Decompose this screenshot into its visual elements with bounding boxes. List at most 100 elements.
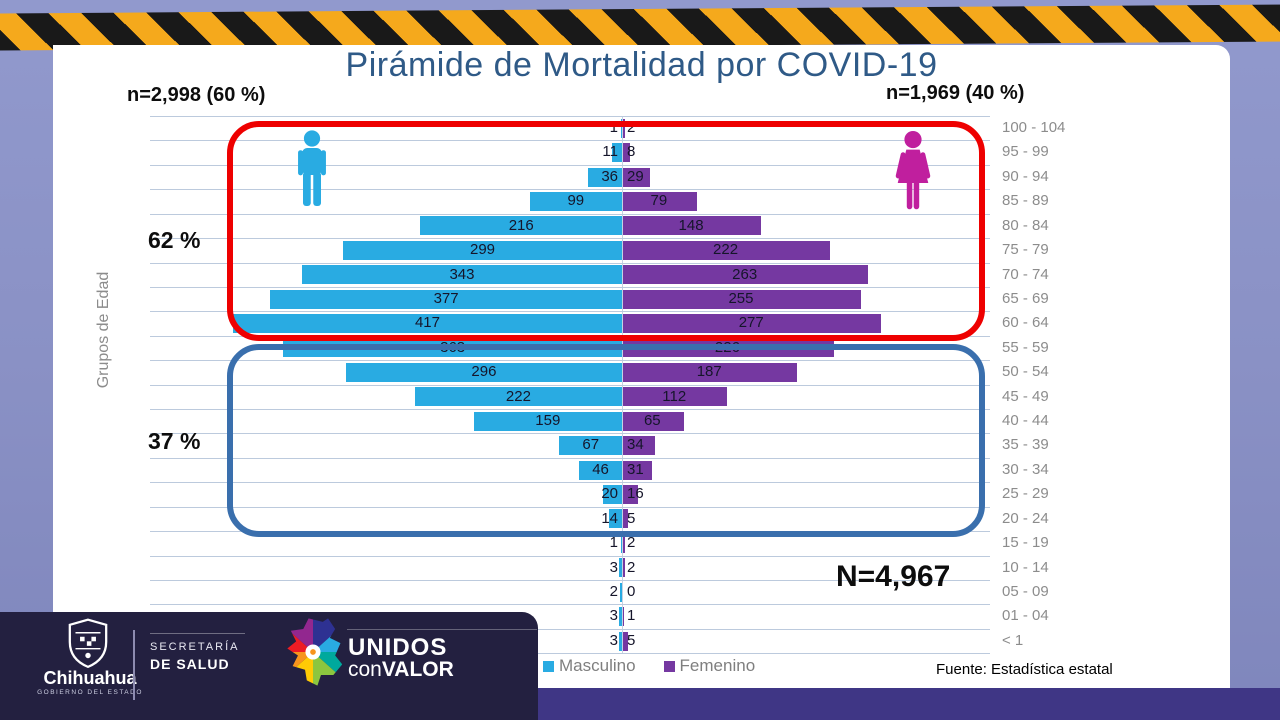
age-group-label: 55 - 59: [1002, 338, 1049, 356]
pyramid-bar-female: [623, 216, 762, 236]
pyramid-bar-male: [603, 485, 622, 504]
pyramid-bar-male: [608, 509, 622, 529]
gridline: [150, 457, 990, 459]
pyramid-bar-female: [623, 509, 628, 529]
age-group-label: 45 - 49: [1002, 387, 1049, 405]
bar-value-female: 277: [738, 314, 764, 332]
gridline: [150, 335, 990, 337]
pyramid-bar-male: [619, 558, 622, 578]
source-label: Fuente: Estadística estatal: [936, 661, 1113, 678]
bar-value-male: 1: [609, 534, 618, 552]
age-group-label: 50 - 54: [1002, 363, 1049, 381]
pyramid-bar-female: [623, 362, 798, 382]
page-title: Pirámide de Mortalidad por COVID-19: [345, 46, 938, 84]
pyramid-bar-female: [623, 558, 625, 578]
age-group-label: 80 - 84: [1002, 216, 1049, 234]
bar-value-female: 2: [627, 534, 636, 552]
age-group-label: 25 - 29: [1002, 485, 1049, 503]
bar-value-male: 3: [609, 558, 618, 576]
pyramid-bar-male: [343, 240, 622, 260]
gridline: [150, 311, 990, 313]
bar-value-male: 343: [449, 265, 475, 283]
gridline: [150, 604, 990, 606]
age-group-label: < 1: [1002, 631, 1024, 649]
female-legend-label: Femenino: [679, 656, 756, 675]
bar-value-female: 8: [627, 143, 636, 161]
bar-value-male: 296: [471, 363, 497, 381]
bar-value-male: 417: [414, 314, 440, 332]
pyramid-bar-male: [232, 314, 622, 334]
gridline: [150, 409, 990, 411]
bar-value-female: 2: [627, 558, 636, 576]
pyramid-bar-male: [473, 411, 622, 431]
footer-state-name: Chihuahua: [43, 668, 137, 688]
pyramid-bar-male: [620, 582, 622, 602]
footer-divider: [133, 630, 135, 700]
bar-value-male: 2: [609, 582, 618, 600]
male-legend-label: Masculino: [559, 656, 636, 675]
pyramid-bar-female: [623, 631, 628, 651]
pyramid-bar-male: [345, 362, 622, 382]
bar-value-male: 216: [508, 216, 534, 234]
gridline: [150, 286, 990, 288]
pyramid-bar-female: [623, 607, 624, 627]
bar-value-male: 299: [469, 241, 496, 259]
y-axis-label: Grupos de Edad: [95, 271, 112, 389]
age-group-label: 65 - 69: [1002, 289, 1049, 307]
gridline: [150, 213, 990, 215]
pyramid-bar-male: [529, 191, 622, 211]
pyramid-center-axis: [622, 116, 623, 653]
age-group-label: 15 - 19: [1002, 534, 1049, 552]
footer-decor-line: [150, 633, 245, 634]
bar-value-male: 3: [609, 607, 618, 625]
upper-bracket-percent: 62 %: [148, 227, 201, 253]
bar-value-female: 34: [627, 436, 644, 454]
pyramid-bar-female: [623, 240, 831, 260]
male-legend-swatch-icon: [543, 660, 554, 672]
female-legend-swatch-icon: [663, 660, 675, 672]
age-group-label: 40 - 44: [1002, 412, 1049, 430]
bar-value-male: 46: [592, 460, 609, 478]
bar-value-female: 222: [713, 241, 739, 259]
pyramid-bar-male: [414, 387, 622, 407]
gridline: [150, 238, 990, 240]
footer-decor-line-right: [347, 629, 537, 630]
bar-value-female: 5: [627, 631, 636, 649]
brand-word-unidos: UNIDOS: [348, 634, 448, 661]
bar-value-male: 14: [601, 509, 618, 527]
brand-word-valor: VALOR: [381, 658, 454, 681]
bar-value-female: 29: [627, 167, 644, 185]
bar-value-female: 31: [627, 460, 644, 478]
age-group-label: 05 - 09: [1002, 582, 1049, 600]
gridline: [150, 555, 990, 557]
gridline: [150, 531, 990, 533]
pyramid-bar-female: [623, 167, 651, 187]
bar-value-female: 148: [678, 216, 704, 234]
pyramid-bar-female: [623, 289, 861, 309]
pyramid-bar-female: [623, 485, 638, 504]
bar-value-male: 159: [535, 412, 561, 430]
bar-value-female: 0: [627, 582, 636, 600]
bar-value-male: 36: [601, 167, 618, 185]
bar-value-male: 1: [609, 119, 618, 136]
female-total-label: n=1,969 (40 %): [886, 82, 1025, 104]
gridline: [150, 189, 990, 191]
legend-item-female: Femenino: [663, 656, 756, 676]
pyramid-bar-female: [623, 265, 869, 285]
bar-value-male: 99: [567, 192, 585, 210]
age-group-label: 60 - 64: [1002, 314, 1049, 332]
bar-value-male: 3: [609, 631, 618, 649]
bar-value-female: 226: [714, 338, 740, 356]
age-group-label: 100 - 104: [1002, 119, 1066, 136]
age-group-label: 95 - 99: [1002, 143, 1049, 161]
gridline: [150, 628, 990, 630]
bar-value-female: 2: [627, 119, 636, 136]
gridline: [150, 653, 990, 655]
age-group-label: 30 - 34: [1002, 460, 1049, 478]
pyramid-bar-female: [623, 387, 728, 407]
pyramid-bar-female: [623, 118, 625, 138]
pyramid-bar-female: [623, 411, 684, 431]
bar-value-male: 363: [440, 338, 466, 356]
pyramid-bar-female: [623, 314, 882, 334]
gridline: [150, 262, 990, 264]
